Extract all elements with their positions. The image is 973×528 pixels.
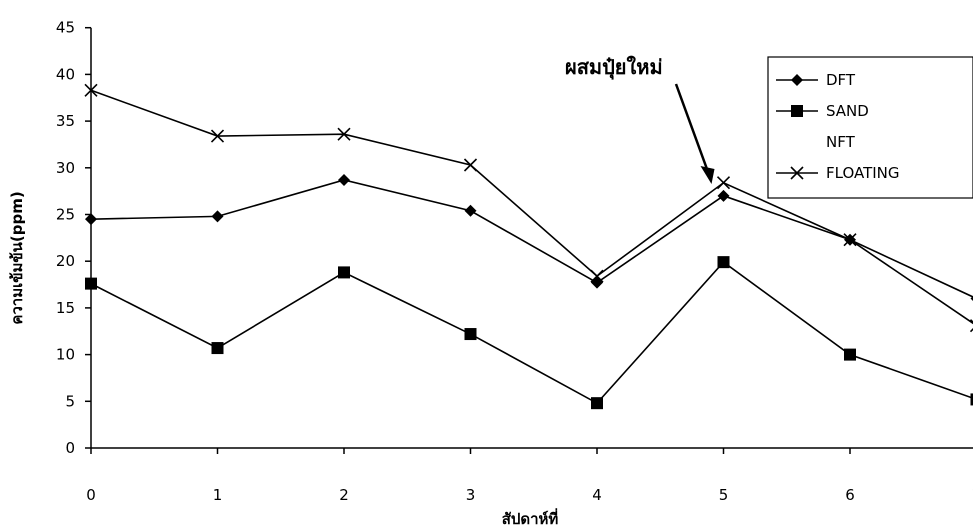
data-point-floating (84, 83, 98, 97)
annotation-arrow-shaft (674, 83, 711, 177)
data-point-sand (717, 256, 730, 269)
data-point-sand (844, 348, 856, 361)
data-point-dft (464, 204, 477, 217)
data-point-floating (463, 158, 478, 172)
x-marker-stroke (463, 158, 478, 172)
y-tick-label: 20 (56, 252, 75, 270)
y-tick-label: 40 (56, 65, 75, 83)
data-point-floating (843, 233, 857, 247)
y-axis-title: ความเข้มข้น(ppm) (8, 191, 26, 324)
x-marker-stroke (716, 176, 731, 190)
legend-label-sand: SAND (826, 102, 869, 120)
data-point-dft (211, 210, 224, 223)
data-point-dft (717, 189, 730, 202)
series-sand (85, 256, 973, 410)
series-line-sand (90, 261, 973, 405)
y-tick-label: 15 (56, 299, 75, 317)
legend-marker-dft (791, 74, 803, 86)
data-point-dft (591, 276, 603, 289)
data-point-sand (591, 397, 603, 410)
legend-marker-sand (791, 105, 803, 117)
x-tick-label: 1 (213, 486, 223, 504)
annotation-arrow-head (700, 166, 715, 184)
legend-label-dft: DFT (826, 71, 856, 89)
y-tick-label: 25 (56, 206, 75, 224)
x-tick-label: 5 (719, 486, 729, 504)
chart-series (84, 83, 973, 410)
data-point-sand (85, 277, 97, 290)
x-marker-stroke (337, 127, 351, 141)
y-tick-label: 10 (56, 346, 75, 364)
legend-marker-floating (790, 166, 804, 180)
y-tick-label: 45 (56, 19, 75, 37)
x-marker-stroke (84, 83, 98, 97)
x-tick-label: 3 (466, 486, 476, 504)
data-point-dft (85, 213, 97, 226)
x-tick-labels: 0 1 2 3 4 5 6 7 (86, 486, 973, 504)
data-point-dft (970, 296, 973, 302)
data-point-sand (211, 342, 224, 355)
y-tick-label: 35 (56, 112, 75, 130)
data-point-floating (337, 127, 351, 141)
y-tick-label: 0 (65, 439, 75, 457)
x-marker-stroke (210, 129, 225, 143)
chart-legend: DFT SAND NFT FLOATING (767, 56, 973, 199)
y-tick-label: 30 (56, 159, 75, 177)
data-point-sand (338, 266, 350, 279)
series-line-dft (90, 179, 973, 298)
x-tick-label: 0 (86, 486, 96, 504)
chart-axes (85, 26, 973, 454)
x-marker-stroke (843, 233, 857, 247)
y-tick-label: 5 (65, 392, 75, 410)
legend-label-nft: NFT (826, 133, 856, 151)
series-line-floating (90, 89, 973, 325)
chart-annotation: ผสมปุ๋ยใหม่ (565, 55, 715, 184)
x-tick-label: 7 (972, 486, 973, 504)
x-marker-stroke (590, 269, 604, 283)
legend-label-floating: FLOATING (826, 164, 900, 182)
y-tick-labels: 0 5 10 15 20 25 30 35 40 45 (56, 19, 75, 457)
data-point-floating (210, 129, 225, 143)
x-tick-label: 6 (845, 486, 855, 504)
data-point-sand (970, 393, 973, 406)
data-point-floating (716, 176, 731, 190)
x-axis-title: สัปดาห์ที่ (502, 508, 559, 528)
data-point-floating (590, 269, 604, 283)
x-tick-label: 4 (592, 486, 602, 504)
data-point-sand (464, 328, 477, 341)
annotation-text: ผสมปุ๋ยใหม่ (565, 55, 663, 80)
x-marker-stroke (790, 166, 804, 180)
x-tick-label: 2 (339, 486, 349, 504)
data-point-dft (338, 173, 350, 186)
